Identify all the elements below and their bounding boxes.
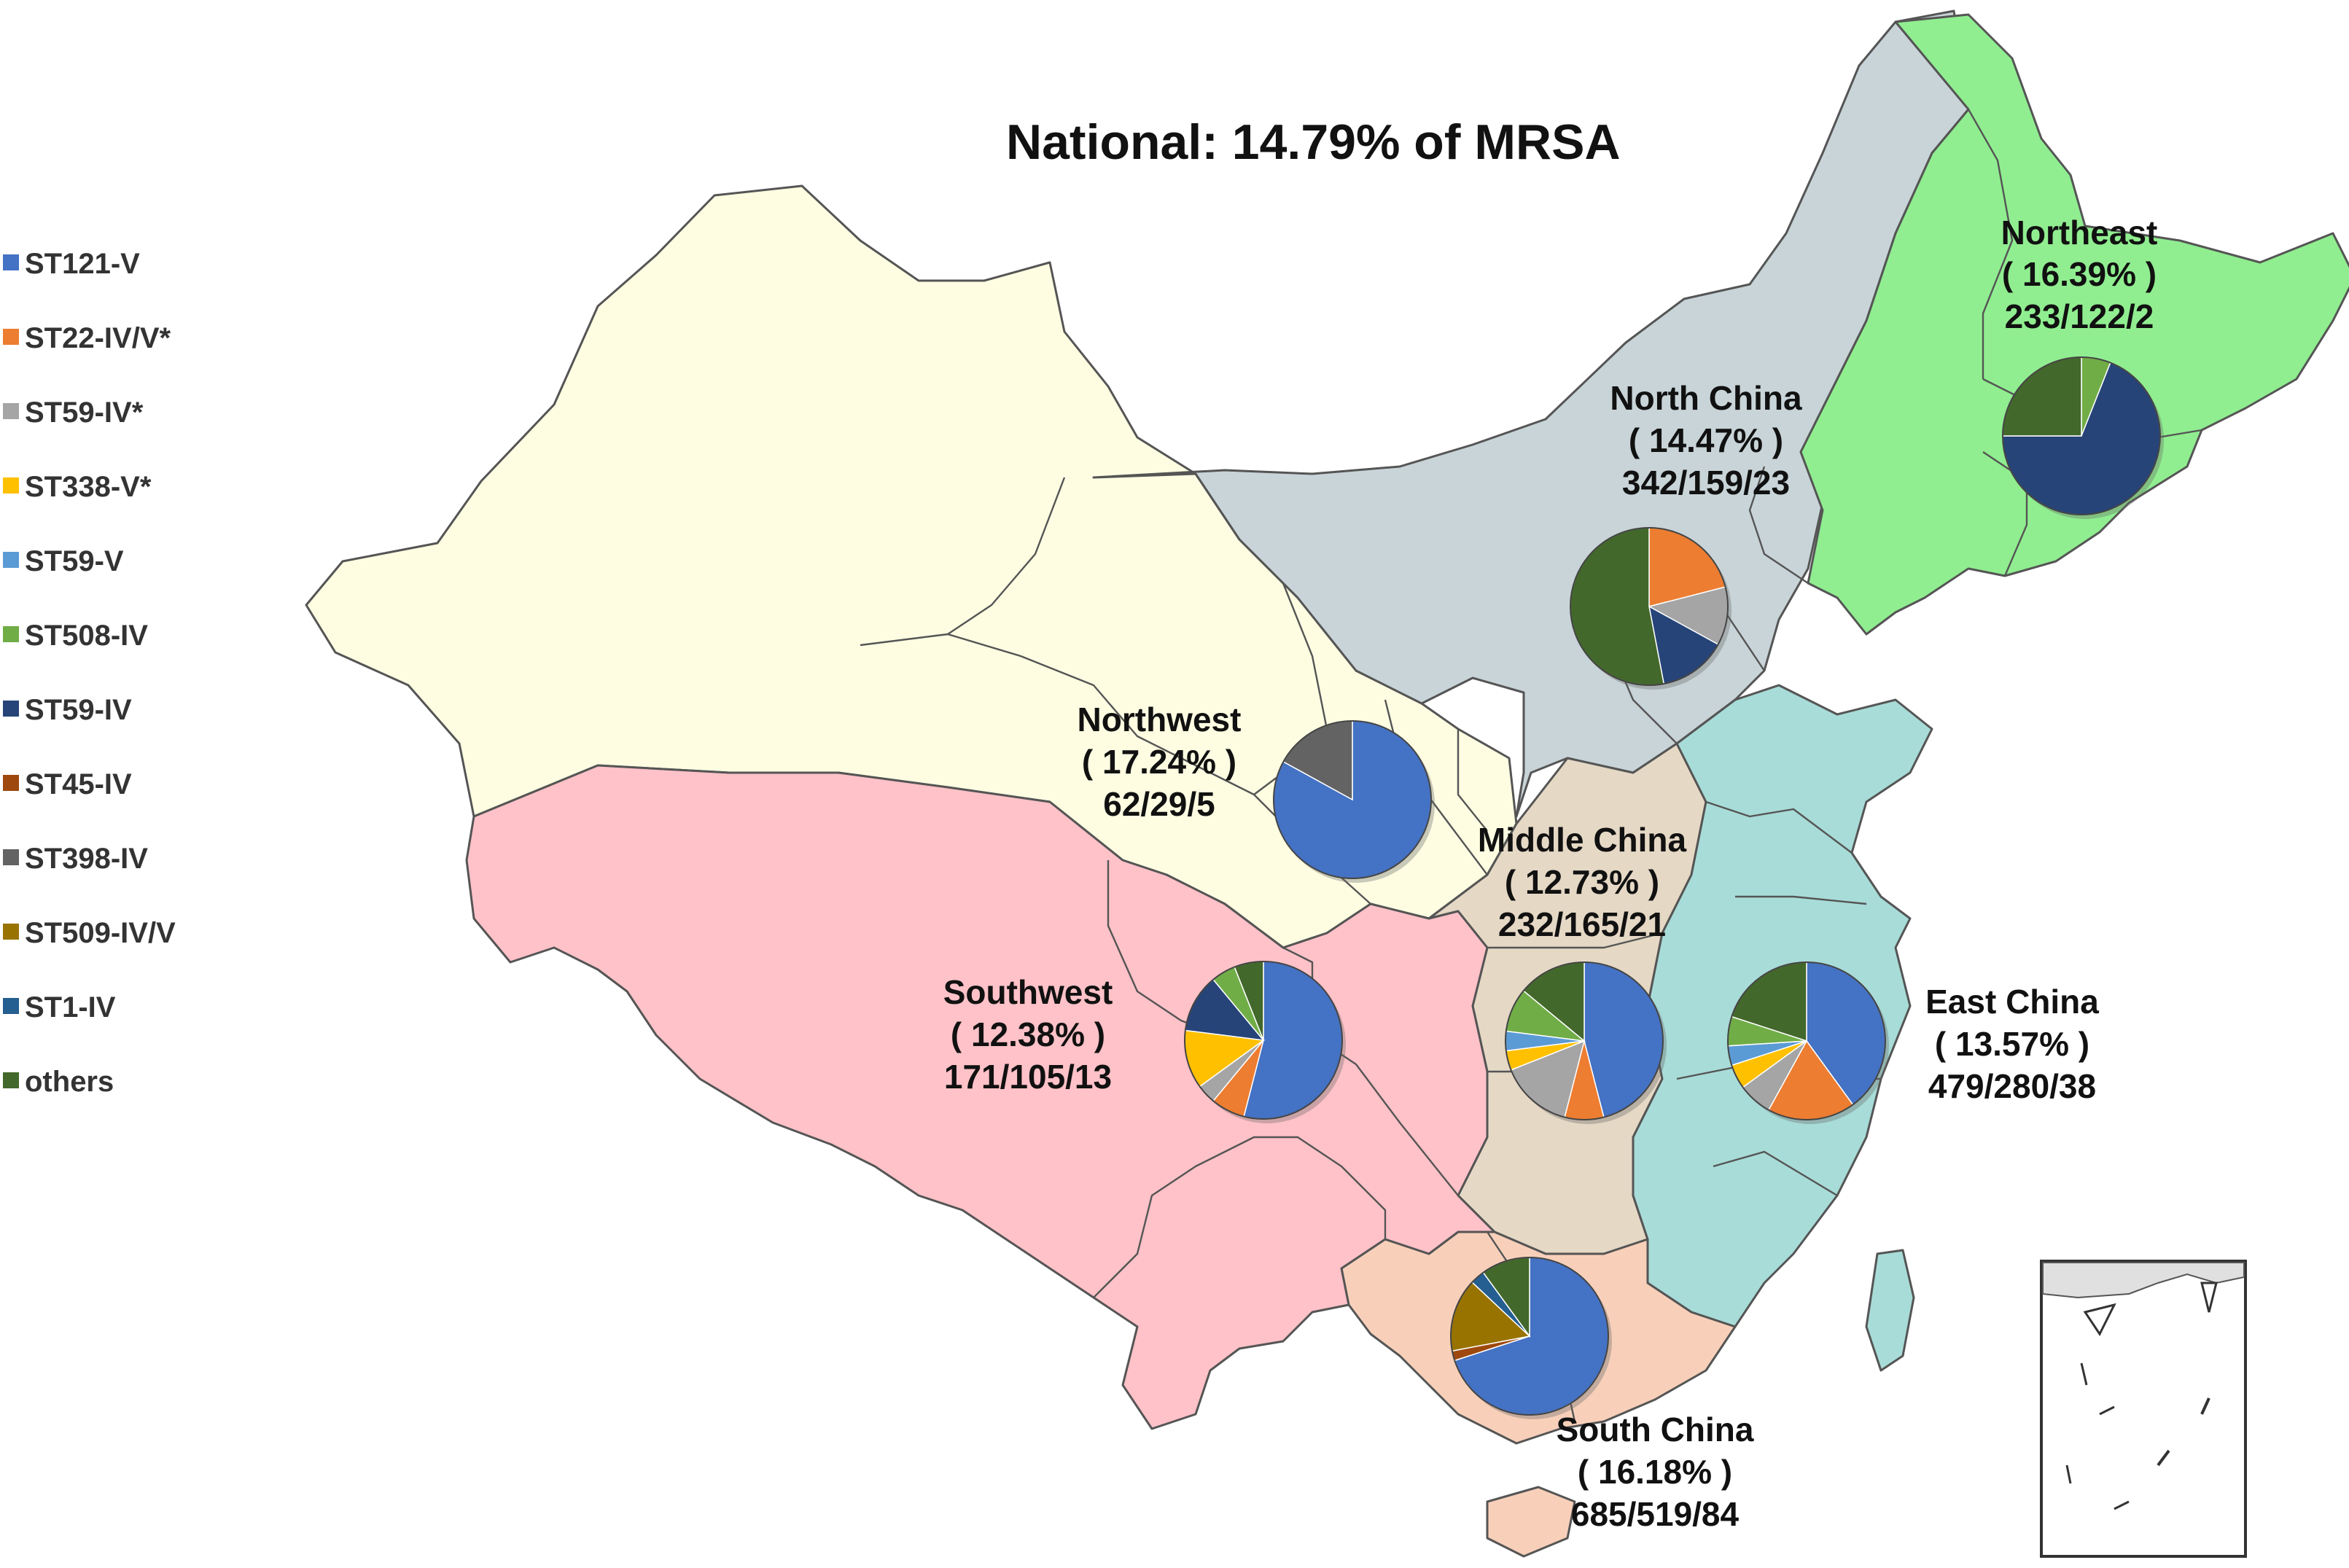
southwest-percent: ( 12.38% ) bbox=[951, 1015, 1105, 1053]
pie-north-china bbox=[1570, 527, 1731, 690]
legend-swatch bbox=[3, 477, 19, 494]
pie-rim bbox=[2002, 356, 2161, 515]
north-china-name: North China bbox=[1610, 379, 1802, 417]
legend-swatch bbox=[3, 924, 19, 940]
middle-china-percent: ( 12.73% ) bbox=[1505, 863, 1659, 901]
pie-middle-china bbox=[1505, 962, 1667, 1124]
pie-southwest bbox=[1184, 961, 1346, 1123]
legend-label: ST121-V bbox=[25, 248, 140, 280]
legend-swatch bbox=[3, 254, 19, 270]
legend-swatch bbox=[3, 329, 19, 345]
east-china-counts: 479/280/38 bbox=[1928, 1067, 2096, 1105]
south-china-name: South China bbox=[1557, 1411, 1754, 1448]
southwest-name: Southwest bbox=[943, 973, 1113, 1011]
legend-swatch bbox=[3, 998, 19, 1014]
pie-rim bbox=[1505, 962, 1664, 1120]
legend-label: ST45-IV bbox=[25, 768, 132, 800]
pie-rim bbox=[1570, 527, 1729, 686]
legend-label: ST509-IV/V bbox=[25, 917, 176, 949]
legend-swatch bbox=[3, 626, 19, 642]
southwest-counts: 171/105/13 bbox=[944, 1058, 1112, 1096]
pie-south-china bbox=[1450, 1257, 1612, 1419]
northeast-name: Northeast bbox=[2001, 214, 2158, 251]
map-title: National: 14.79% of MRSA bbox=[1006, 114, 1621, 170]
legend-swatch bbox=[3, 701, 19, 717]
legend-swatch bbox=[3, 552, 19, 568]
south-china-counts: 685/519/84 bbox=[1571, 1495, 1740, 1533]
region-labels: Northeast ( 16.39% ) 233/122/2 North Chi… bbox=[943, 214, 2158, 1533]
northwest-percent: ( 17.24% ) bbox=[1082, 743, 1236, 781]
pie-rim bbox=[1184, 961, 1343, 1120]
east-china-name: East China bbox=[1925, 983, 2099, 1021]
south-china-sea-inset bbox=[2040, 1260, 2247, 1558]
middle-china-name: Middle China bbox=[1478, 821, 1687, 859]
legend-swatch bbox=[3, 775, 19, 791]
pie-east-china bbox=[1727, 962, 1889, 1124]
legend-swatch bbox=[3, 403, 19, 419]
legend-swatch bbox=[3, 849, 19, 865]
pie-rim bbox=[1273, 720, 1432, 879]
legend-label: ST59-V bbox=[25, 545, 124, 577]
northwest-name: Northwest bbox=[1078, 701, 1242, 738]
north-china-percent: ( 14.47% ) bbox=[1629, 421, 1783, 459]
legend: ST121-V ST22-IV/V* ST59-IV* ST338-V* ST59-V S… bbox=[3, 248, 176, 1098]
middle-china-counts: 232/165/21 bbox=[1498, 905, 1666, 943]
northeast-counts: 233/122/2 bbox=[2005, 297, 2154, 335]
legend-label: ST22-IV/V* bbox=[25, 322, 171, 354]
south-china-percent: ( 16.18% ) bbox=[1578, 1453, 1732, 1491]
northeast-percent: ( 16.39% ) bbox=[2002, 255, 2157, 293]
region-taiwan bbox=[1865, 1249, 1915, 1372]
legend-label: others bbox=[25, 1066, 114, 1098]
legend-label: ST338-V* bbox=[25, 471, 152, 503]
legend-label: ST59-IV bbox=[25, 694, 132, 726]
legend-label: ST398-IV bbox=[25, 843, 148, 875]
north-china-counts: 342/159/23 bbox=[1622, 464, 1790, 502]
legend-label: ST1-IV bbox=[25, 991, 116, 1023]
legend-label: ST508-IV bbox=[25, 620, 148, 652]
pie-rim bbox=[1450, 1257, 1609, 1416]
region-northeast[interactable] bbox=[1799, 13, 2349, 636]
composition-pies bbox=[1184, 356, 2164, 1419]
region-southwest[interactable] bbox=[465, 764, 1496, 1430]
region-hainan bbox=[1486, 1486, 1576, 1558]
northwest-counts: 62/29/5 bbox=[1103, 785, 1215, 823]
pie-northeast bbox=[2002, 356, 2164, 519]
legend-swatch bbox=[3, 1072, 19, 1088]
legend-label: ST59-IV* bbox=[25, 397, 144, 429]
pie-rim bbox=[1727, 962, 1886, 1120]
east-china-percent: ( 13.57% ) bbox=[1935, 1025, 2089, 1063]
pie-northwest bbox=[1273, 720, 1435, 883]
